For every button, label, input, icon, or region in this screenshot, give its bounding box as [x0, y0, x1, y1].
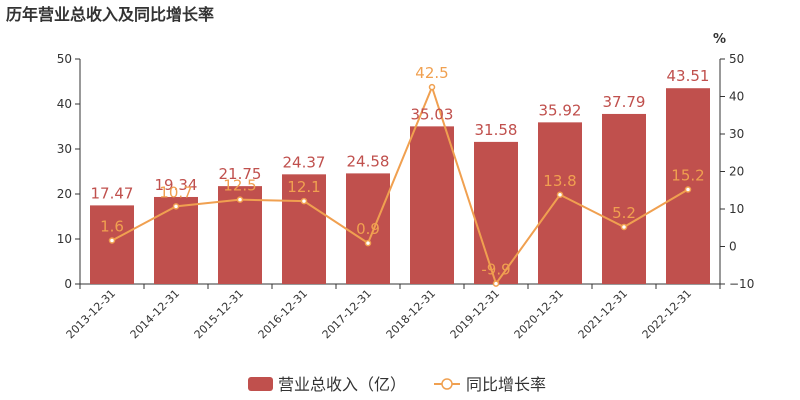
left-tick-label: 20: [57, 187, 72, 201]
right-tick-label: 0: [729, 240, 737, 254]
bar-value-label: 21.75: [219, 165, 262, 183]
legend-growth: 同比增长率: [466, 375, 546, 394]
growth-value-label: 42.5: [415, 64, 448, 82]
growth-point: [108, 237, 116, 244]
bar: [346, 173, 390, 284]
growth-value-label: 15.2: [671, 167, 704, 185]
x-tick-label: 2015-12-31: [192, 287, 246, 341]
bar: [282, 174, 326, 284]
right-tick-label: 30: [729, 127, 744, 141]
bar: [90, 205, 134, 284]
left-tick-label: 50: [57, 52, 72, 66]
growth-value-label: -9.9: [481, 261, 510, 279]
bar: [410, 126, 454, 285]
growth-point: [492, 280, 500, 287]
growth-point: [364, 239, 372, 247]
right-tick-label: −10: [729, 277, 754, 291]
growth-point: [556, 191, 564, 198]
bar-value-label: 37.79: [603, 93, 646, 111]
x-tick-label: 2014-12-31: [128, 287, 182, 341]
growth-point: [300, 197, 308, 205]
growth-value-label: 1.6: [100, 218, 124, 236]
right-tick-label: 40: [729, 90, 744, 104]
growth-polyline: [111, 84, 689, 286]
growth-value-label: 12.5: [223, 177, 256, 195]
x-tick-label: 2016-12-31: [256, 287, 310, 341]
x-tick-label: 2018-12-31: [384, 287, 438, 341]
bar-value-label: 19.34: [155, 176, 198, 194]
bar: [666, 88, 710, 284]
x-tick-label: 2020-12-31: [512, 287, 566, 341]
growth-value-label: 12.1: [287, 178, 320, 196]
left-tick-label: 30: [57, 142, 72, 156]
right-tick-label: 50: [729, 52, 744, 66]
bar-value-label: 17.47: [91, 184, 134, 202]
x-tick-label: 2022-12-31: [640, 287, 694, 341]
bar-value-label: 35.92: [539, 101, 582, 119]
x-tick-label: 2017-12-31: [320, 287, 374, 341]
bar: [602, 113, 646, 284]
bars: [90, 88, 710, 285]
legend[interactable]: 营业总收入（亿） 同比增长率: [248, 375, 546, 394]
growth-point: [684, 186, 692, 193]
growth-point: [172, 203, 180, 210]
growth-value-label: 10.7: [159, 183, 192, 201]
chart-title: 历年营业总收入及同比增长率: [6, 5, 214, 24]
bar-value-label: 31.58: [475, 121, 518, 139]
x-tick-label: 2021-12-31: [576, 287, 630, 341]
legend-bar-swatch: [248, 377, 273, 391]
growth-line: [108, 83, 692, 287]
legend-revenue: 营业总收入（亿）: [278, 375, 406, 394]
growth-point: [236, 196, 244, 203]
left-tick-label: 0: [64, 277, 72, 291]
right-axis-unit: %: [713, 32, 726, 47]
left-tick-label: 40: [57, 97, 72, 111]
right-tick-label: 10: [729, 202, 744, 216]
bar: [154, 196, 198, 284]
bar: [474, 141, 518, 284]
growth-point: [428, 83, 436, 91]
x-tick-label: 2013-12-31: [64, 287, 118, 341]
left-tick-label: 10: [57, 232, 72, 246]
growth-value-label: 5.2: [612, 204, 636, 222]
bar-value-label: 43.51: [667, 67, 710, 85]
bar-value-label: 35.03: [411, 105, 454, 123]
growth-value-label: 13.8: [543, 172, 576, 190]
legend-line-marker: [441, 378, 453, 390]
growth-value-label: 0.9: [356, 220, 380, 238]
growth-point: [620, 223, 628, 231]
data-labels: 17.47 19.34 21.75 24.37 24.58 35.03 31.58 35.92…: [91, 64, 710, 279]
bar-value-label: 24.37: [283, 153, 326, 171]
x-tick-label: 2019-12-31: [448, 287, 502, 341]
right-tick-label: 20: [729, 165, 744, 179]
bar-value-label: 24.58: [347, 152, 390, 170]
